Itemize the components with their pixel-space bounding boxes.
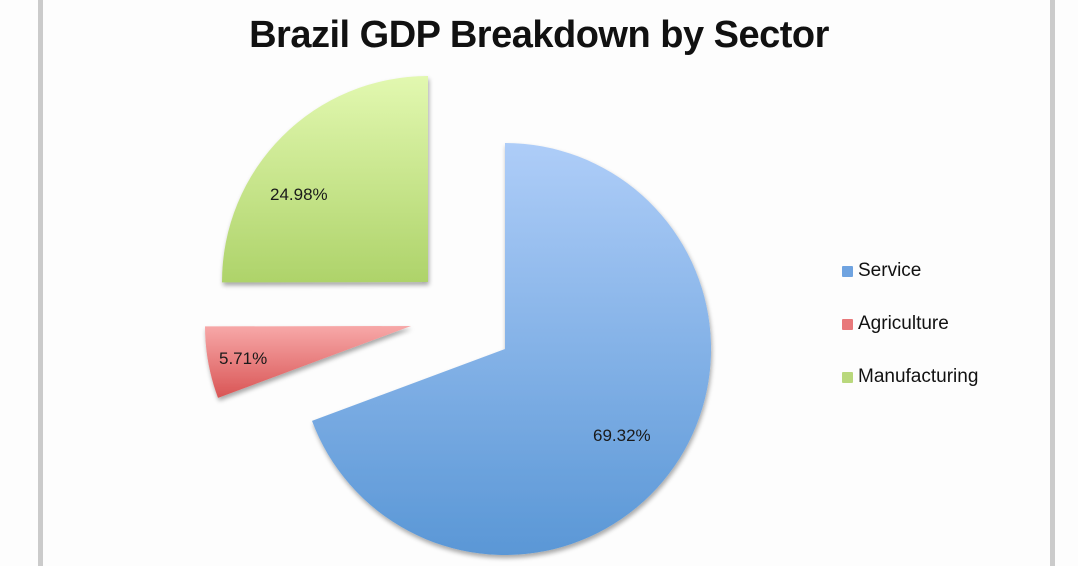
legend-swatch-service-icon — [842, 265, 853, 277]
chart-frame-left-border — [38, 0, 43, 566]
chart-frame-right-border — [1050, 0, 1055, 566]
legend-swatch-agriculture-icon — [842, 318, 853, 330]
legend-label-manufacturing: Manufacturing — [858, 366, 979, 387]
slice-label-manufacturing: 24.98% — [270, 185, 328, 204]
pie-slice-service[interactable] — [312, 143, 712, 555]
legend-item-agriculture[interactable]: Agriculture — [842, 311, 978, 337]
pie-slice-manufacturing[interactable] — [221, 76, 428, 283]
legend-item-manufacturing[interactable]: Manufacturing — [842, 364, 978, 390]
pie-slice-agriculture[interactable] — [205, 326, 411, 398]
chart-legend: Service Agriculture Manufacturing — [842, 258, 978, 417]
legend-label-service: Service — [858, 260, 922, 281]
legend-label-agriculture: Agriculture — [858, 313, 949, 334]
legend-swatch-manufacturing-icon — [842, 371, 853, 383]
slice-label-agriculture: 5.71% — [219, 349, 267, 368]
legend-item-service[interactable]: Service — [842, 258, 978, 284]
slice-label-service: 69.32% — [593, 426, 651, 445]
chart-title: Brazil GDP Breakdown by Sector — [249, 14, 829, 56]
